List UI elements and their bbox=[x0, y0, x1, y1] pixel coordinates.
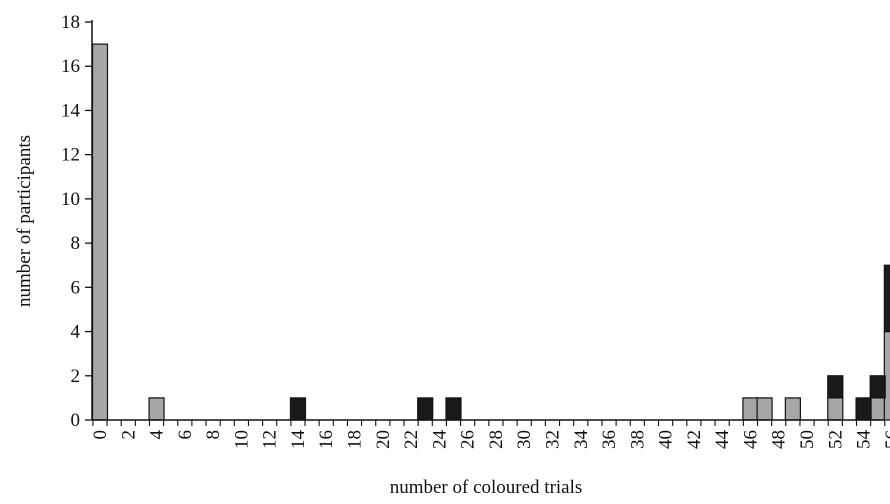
x-tick-label: 52 bbox=[825, 430, 846, 449]
axes-group bbox=[92, 20, 885, 420]
bar-segment bbox=[856, 398, 871, 420]
x-tick-label: 4 bbox=[147, 430, 168, 440]
x-tick-label: 14 bbox=[288, 430, 309, 450]
x-tick-label: 32 bbox=[542, 430, 563, 449]
y-tick-label: 8 bbox=[71, 233, 81, 254]
x-tick-label: 24 bbox=[429, 430, 450, 450]
x-tick-label: 48 bbox=[769, 430, 790, 449]
y-tick-label: 18 bbox=[61, 12, 80, 33]
bar-segment bbox=[446, 398, 461, 420]
x-tick-label: 40 bbox=[656, 430, 677, 449]
x-tick-label: 20 bbox=[373, 430, 394, 449]
x-tick-label: 0 bbox=[90, 430, 111, 440]
bar-segment bbox=[785, 398, 800, 420]
bar-segment bbox=[828, 376, 843, 398]
x-tick-label: 22 bbox=[401, 430, 422, 449]
bar-segment bbox=[757, 398, 772, 420]
bar-segment bbox=[149, 398, 164, 420]
x-tick-label: 56 bbox=[882, 430, 890, 449]
bar-segment bbox=[828, 398, 843, 420]
bar-segment bbox=[870, 376, 885, 398]
x-tick-label: 18 bbox=[345, 430, 366, 449]
x-tick-label: 36 bbox=[599, 430, 620, 449]
y-tick-label: 12 bbox=[61, 145, 80, 166]
x-axis-title: number of coloured trials bbox=[390, 477, 583, 498]
x-tick-label: 46 bbox=[740, 430, 761, 449]
x-tick-label: 34 bbox=[571, 430, 592, 450]
x-tick-label: 16 bbox=[316, 430, 337, 449]
y-tick-label: 14 bbox=[61, 100, 81, 121]
y-axis-title: number of participants bbox=[14, 135, 35, 307]
bars-group bbox=[93, 44, 890, 420]
bar-segment bbox=[418, 398, 433, 420]
y-tick-label: 6 bbox=[71, 277, 81, 298]
x-tick-label: 44 bbox=[712, 430, 733, 450]
x-tick-label: 28 bbox=[486, 430, 507, 449]
x-tick-label: 26 bbox=[458, 430, 479, 449]
x-tick-label: 2 bbox=[118, 430, 139, 440]
x-tick-label: 30 bbox=[514, 430, 535, 449]
x-tick-label: 50 bbox=[797, 430, 818, 449]
y-tick-label: 2 bbox=[71, 366, 81, 387]
x-tick-label: 38 bbox=[627, 430, 648, 449]
bar-segment bbox=[93, 44, 108, 420]
y-tick-label: 16 bbox=[61, 56, 80, 77]
x-tick-label: 8 bbox=[203, 430, 224, 440]
y-tick-label: 10 bbox=[61, 189, 80, 210]
y-tick-label: 0 bbox=[71, 410, 81, 431]
x-tick-label: 10 bbox=[231, 430, 252, 449]
bar-segment bbox=[290, 398, 305, 420]
bar-segment bbox=[884, 265, 890, 331]
y-tick-label: 4 bbox=[71, 322, 81, 343]
bar-segment bbox=[870, 398, 885, 420]
x-tick-label: 54 bbox=[854, 430, 875, 450]
x-tick-label: 6 bbox=[175, 430, 196, 440]
bar-segment bbox=[743, 398, 758, 420]
x-tick-label: 42 bbox=[684, 430, 705, 449]
x-tick-label: 12 bbox=[260, 430, 281, 449]
